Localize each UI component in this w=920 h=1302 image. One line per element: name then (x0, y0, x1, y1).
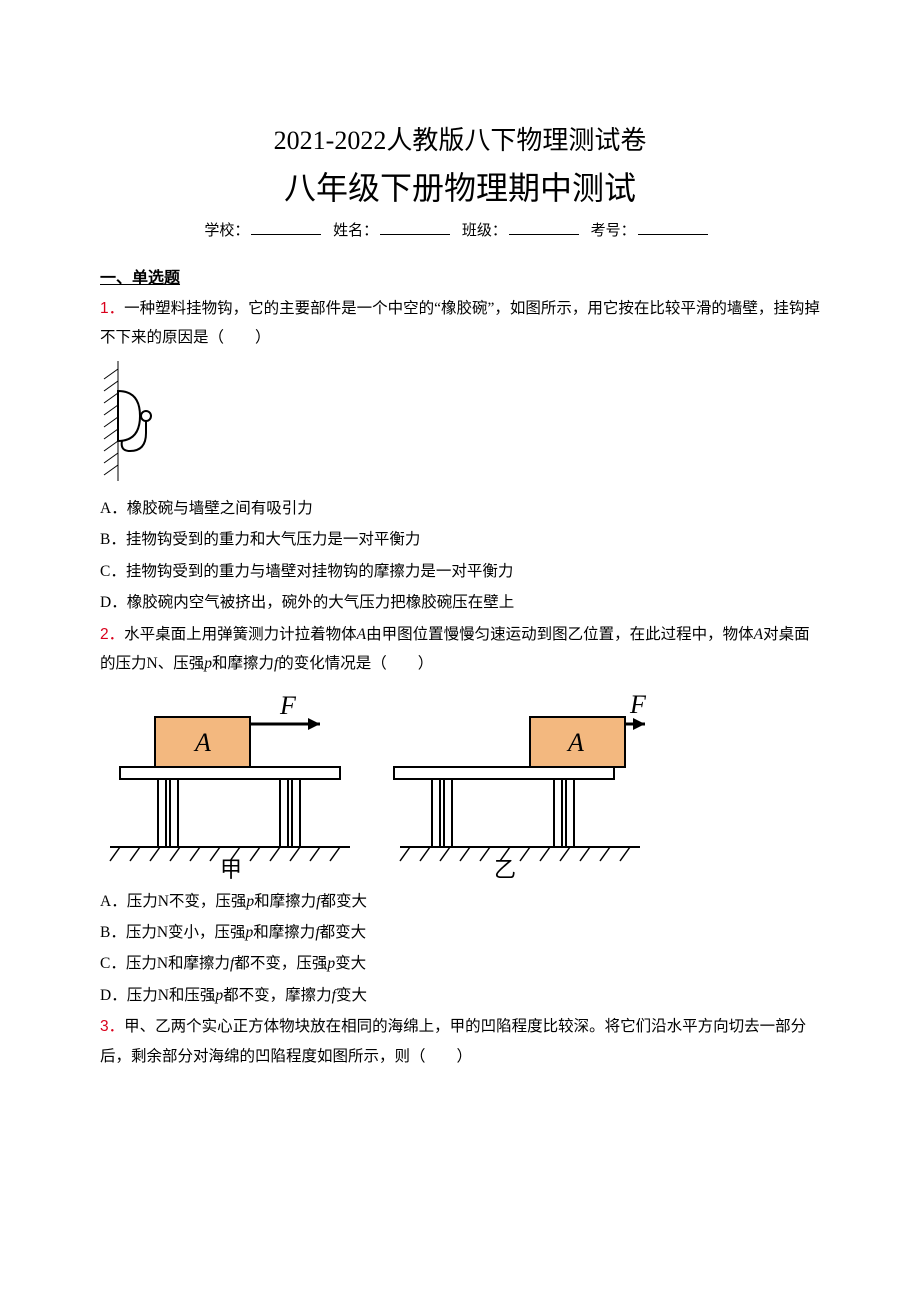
section-1-title: 一、单选题 (100, 264, 820, 288)
q2-fig-right: A F 乙 (390, 689, 650, 879)
q2-optB: B．压力N变小，压强p和摩擦力f都变大 (100, 918, 820, 947)
q1-optB: B．挂物钩受到的重力和大气压力是一对平衡力 (100, 525, 820, 554)
block-label-A-right: A (566, 728, 584, 757)
blank-class (509, 220, 579, 235)
q1-optD: D．橡胶碗内空气被挤出，碗外的大气压力把橡胶碗压在壁上 (100, 588, 820, 617)
label-class: 班级： (462, 223, 507, 239)
q2-optA: A．压力N不变，压强p和摩擦力f都变大 (100, 887, 820, 916)
q2-p: p (204, 655, 212, 672)
q2-t4: 和摩擦力 (212, 655, 274, 672)
q2-stem: 2．水平桌面上用弹簧测力计拉着物体A由甲图位置慢慢匀速运动到图乙位置，在此过程中… (100, 620, 820, 679)
blank-examno (638, 220, 708, 235)
q3-text: 甲、乙两个实心正方体物块放在相同的海绵上，甲的凹陷程度比较深。将它们沿水平方向切… (100, 1018, 806, 1064)
q1-optA: A．橡胶碗与墙壁之间有吸引力 (100, 494, 820, 523)
blank-name (380, 220, 450, 235)
q1-stem: 1．一种塑料挂物钩，它的主要部件是一个中空的“橡胶碗”，如图所示，用它按在比较平… (100, 294, 820, 353)
q1-number: 1． (100, 300, 124, 317)
page: 2021-2022人教版八下物理测试卷 八年级下册物理期中测试 学校： 姓名： … (0, 0, 920, 1302)
label-name: 姓名： (333, 223, 378, 239)
student-info-line: 学校： 姓名： 班级： 考号： (100, 219, 820, 240)
q2-figure-row: A F 甲 (100, 689, 820, 879)
q2-t1: 水平桌面上用弹簧测力计拉着物体 (124, 626, 357, 643)
label-examno: 考号： (591, 223, 636, 239)
q1-figure (100, 361, 820, 486)
q3-stem: 3．甲、乙两个实心正方体物块放在相同的海绵上，甲的凹陷程度比较深。将它们沿水平方… (100, 1012, 820, 1071)
q2-optC: C．压力N和摩擦力f都不变，压强p变大 (100, 949, 820, 978)
block-label-A-left: A (193, 728, 211, 757)
title-line-2: 八年级下册物理期中测试 (100, 163, 820, 209)
q1-text: 一种塑料挂物钩，它的主要部件是一个中空的“橡胶碗”，如图所示，用它按在比较平滑的… (100, 300, 820, 346)
q2-A2: A (754, 626, 763, 643)
label-school: 学校： (204, 223, 249, 239)
q2-number: 2． (100, 626, 124, 643)
q2-A1: A (357, 626, 366, 643)
caption-left: 甲 (220, 857, 242, 879)
q2-optD: D．压力N和压强p都不变，摩擦力f变大 (100, 981, 820, 1010)
blank-school (251, 220, 321, 235)
q1-optC: C．挂物钩受到的重力与墙壁对挂物钩的摩擦力是一对平衡力 (100, 557, 820, 586)
caption-right: 乙 (494, 857, 516, 879)
title-line-1: 2021-2022人教版八下物理测试卷 (100, 120, 820, 157)
force-label-right: F (629, 690, 647, 719)
q2-t5: 的变化情况是（ ） (278, 655, 433, 672)
q2-t2: 由甲图位置慢慢匀速运动到图乙位置，在此过程中，物体 (366, 626, 754, 643)
force-label-left: F (279, 691, 297, 720)
q3-number: 3． (100, 1018, 124, 1035)
q2-fig-left: A F 甲 (100, 689, 360, 879)
